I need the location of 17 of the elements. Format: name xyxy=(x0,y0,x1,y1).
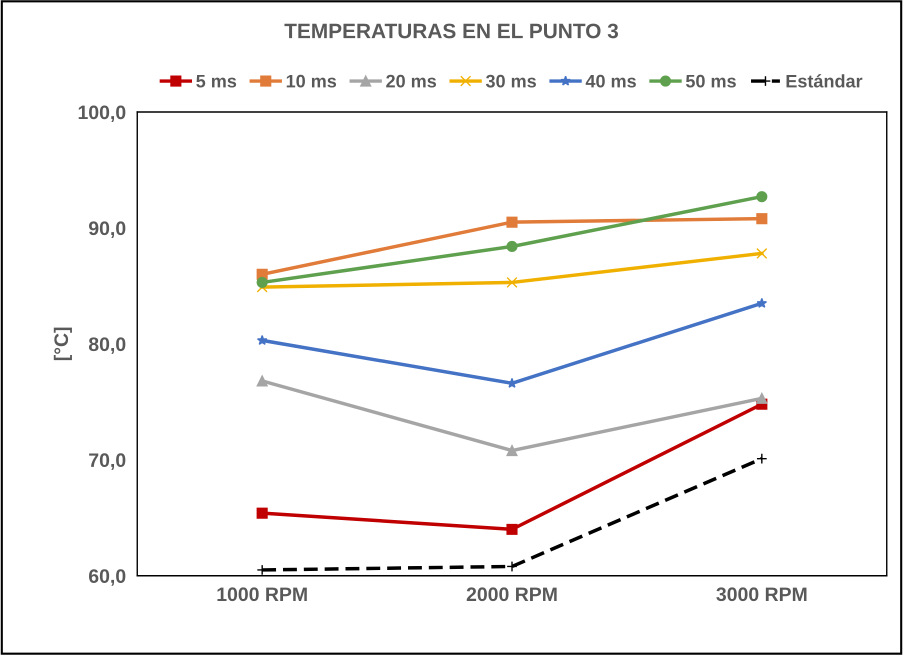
legend-label: 20 ms xyxy=(386,74,436,88)
legend-label: 30 ms xyxy=(486,74,536,88)
legend-label: 50 ms xyxy=(686,74,736,88)
y-tick-label: 70,0 xyxy=(89,453,126,470)
x-tick-label: 2000 RPM xyxy=(466,587,557,602)
y-axis-title: [°C] xyxy=(54,328,72,360)
chart-title: TEMPERATURAS EN EL PUNTO 3 xyxy=(284,24,618,38)
legend-label: 5 ms xyxy=(196,74,236,88)
y-tick-label: 60,0 xyxy=(89,569,126,586)
legend-label: Estándar xyxy=(786,74,862,88)
y-tick-label: 100,0 xyxy=(78,105,126,122)
legend-label: 10 ms xyxy=(286,74,336,88)
legend-label: 40 ms xyxy=(586,74,636,88)
y-tick-label: 80,0 xyxy=(88,337,126,354)
x-tick-label: 3000 RPM xyxy=(716,587,806,602)
x-tick-label: 1000 RPM xyxy=(217,587,307,602)
y-tick-label: 90,0 xyxy=(88,221,126,238)
